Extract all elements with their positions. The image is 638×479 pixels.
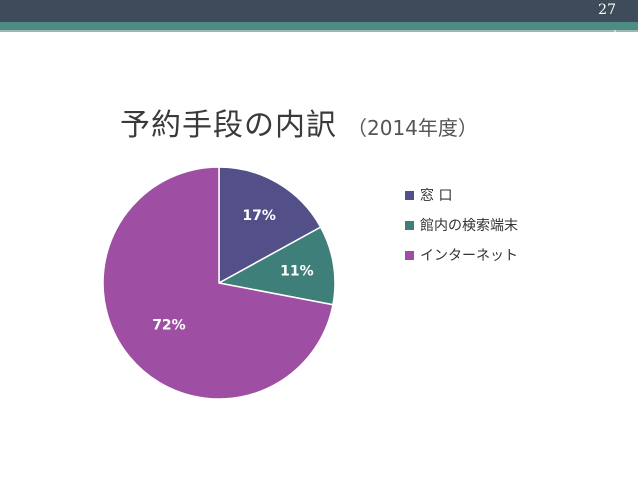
legend-swatch	[405, 250, 414, 260]
pie-slice-kannai-kensaku-tanmatsu	[216, 226, 336, 306]
pie-slice-madoguchi	[218, 166, 322, 285]
slide-title-sub: （2014年度）	[347, 116, 478, 140]
legend-label: 館内の検索端末	[420, 218, 518, 234]
pie-slice-internet	[102, 166, 334, 400]
legend-swatch	[405, 190, 414, 200]
page-number: 27	[598, 2, 616, 18]
header-accent-line	[0, 30, 638, 32]
legend-label: インターネット	[420, 248, 518, 264]
header-bar	[0, 0, 638, 22]
slide-title-main: 予約手段の内訳	[120, 108, 337, 143]
legend-item-internet: インターネット	[405, 240, 518, 270]
legend-item-kannai-kensaku-tanmatsu: 館内の検索端末	[405, 210, 518, 240]
header-decoration	[370, 30, 638, 50]
pie-data-label-internet: 72%	[152, 317, 186, 333]
pie-data-label-kannai-kensaku-tanmatsu: 11%	[280, 264, 314, 280]
chart-legend: 窓 口館内の検索端末 インターネット	[405, 180, 518, 270]
legend-item-madoguchi: 窓 口	[405, 180, 518, 210]
header-accent-strip	[0, 22, 638, 30]
slide-title: 予約手段の内訳 （2014年度）	[120, 100, 478, 144]
legend-label: 窓 口	[420, 188, 453, 204]
pie-data-label-madoguchi: 17%	[242, 208, 276, 224]
legend-swatch	[405, 220, 414, 230]
